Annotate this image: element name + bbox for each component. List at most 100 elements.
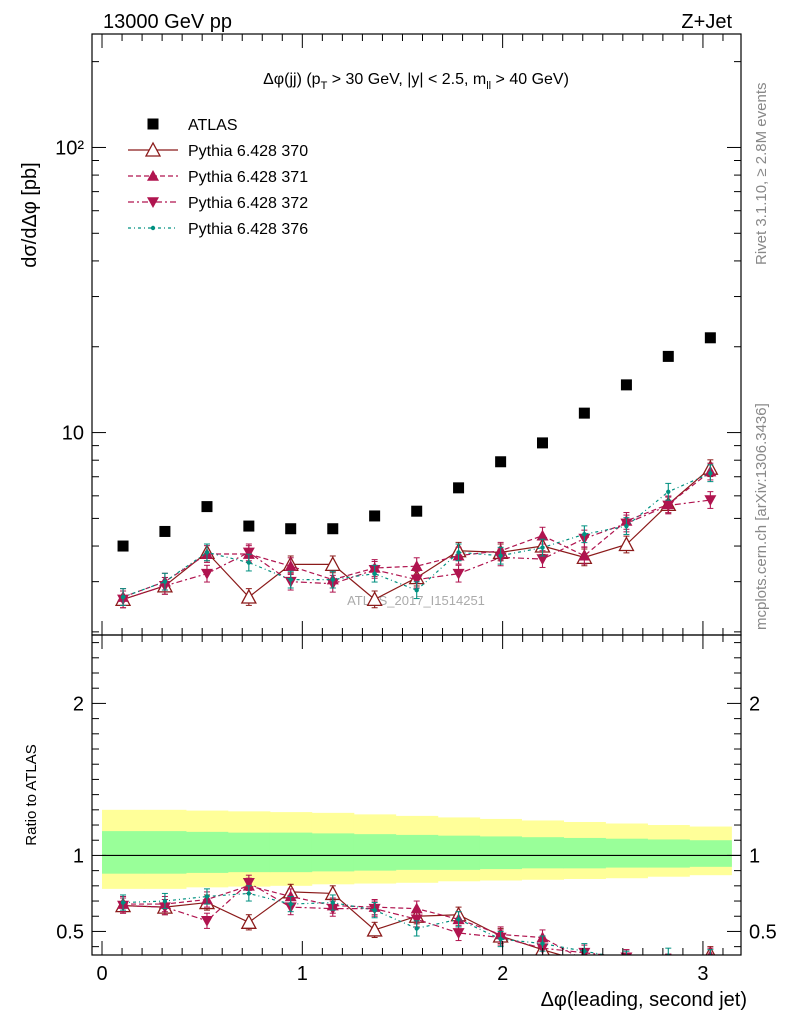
main-title: Δφ(jj) (pT > 30 GeV, |y| < 2.5, mll > 40… xyxy=(263,71,569,92)
data-point xyxy=(540,545,545,550)
data-point xyxy=(666,489,671,494)
series-0 xyxy=(117,332,716,552)
band-inner xyxy=(563,837,606,869)
band-inner xyxy=(479,836,522,870)
ratio-point xyxy=(242,877,255,889)
band-inner xyxy=(143,831,187,874)
legend-marker xyxy=(147,197,159,208)
y-axis-label: dσ/dΔφ [pb] xyxy=(19,162,41,267)
data-point xyxy=(284,560,297,571)
data-point xyxy=(452,568,465,580)
ratio-point xyxy=(619,959,633,972)
data-point xyxy=(582,532,587,537)
main-panel: Δφ(jj) (pT > 30 GeV, |y| < 2.5, mll > 40… xyxy=(19,33,742,636)
ratio-y-tick-label: 0.5 xyxy=(56,921,84,943)
data-point xyxy=(324,555,341,572)
band-inner xyxy=(437,835,481,870)
data-point xyxy=(456,550,461,555)
main-y-ticks: 10 10² xyxy=(55,61,741,633)
ratio-point xyxy=(120,900,126,905)
ratio-point xyxy=(410,902,423,914)
data-point xyxy=(246,560,252,565)
data-point xyxy=(620,379,632,391)
ratio-point xyxy=(452,928,465,939)
data-point xyxy=(411,505,423,517)
ratio-y-tick-label: 1 xyxy=(749,845,760,867)
x-tick-label: 3 xyxy=(697,963,708,985)
ratio-point xyxy=(414,926,419,931)
data-point xyxy=(536,437,548,449)
ratio-point xyxy=(540,941,545,946)
data-point xyxy=(285,523,297,535)
ratio-point xyxy=(366,921,383,937)
data-point xyxy=(662,500,675,512)
ratio-point xyxy=(240,913,257,929)
series-line xyxy=(122,472,711,598)
ratio-point xyxy=(330,900,335,905)
data-point xyxy=(243,520,255,532)
ratio-point xyxy=(456,917,461,922)
data-point xyxy=(536,554,549,566)
ratio-ticks: 0 1 2 3 0.5 0.5 1 1 2 2 xyxy=(56,635,777,985)
legend: ATLAS Pythia 6.428 370 Pythia 6.428 371 Pyt… xyxy=(128,117,308,238)
data-point xyxy=(536,529,549,541)
x-tick-label: 2 xyxy=(497,963,508,985)
rivet-label: Rivet 3.1.10, ≥ 2.8M events xyxy=(753,83,770,266)
band-inner xyxy=(353,834,397,871)
data-point xyxy=(410,560,423,571)
ratio-y-label: Ratio to ATLAS xyxy=(23,744,40,845)
data-point xyxy=(578,407,590,419)
data-point xyxy=(240,588,257,604)
data-point xyxy=(578,549,591,561)
band-inner xyxy=(227,832,271,873)
ratio-panel: 0 1 2 3 0.5 0.5 1 1 2 2 Ratio to ATLAS Δφ(leading… xyxy=(23,634,777,1011)
ratio-point xyxy=(200,915,213,927)
ratio-point xyxy=(372,907,377,913)
band-inner xyxy=(269,832,313,873)
ratio-point xyxy=(498,936,503,942)
data-point xyxy=(414,588,419,593)
legend-label: Pythia 6.428 371 xyxy=(188,169,308,186)
main-x-ticks xyxy=(101,34,724,635)
y-tick-label: 10 xyxy=(62,423,84,445)
series-line xyxy=(122,499,711,600)
band-inner xyxy=(185,831,229,873)
series-4 xyxy=(120,464,714,606)
band-inner xyxy=(647,839,690,868)
ratio-point xyxy=(666,953,671,955)
data-point xyxy=(204,550,210,555)
data-point xyxy=(498,553,503,558)
x-tick-label: 1 xyxy=(297,963,308,985)
data-point xyxy=(288,577,293,582)
data-point xyxy=(410,574,423,586)
data-point xyxy=(242,547,255,559)
data-point xyxy=(704,332,716,344)
ratio-point xyxy=(667,953,670,955)
data-point xyxy=(624,523,629,529)
data-point xyxy=(372,571,377,576)
ratio-point xyxy=(162,898,168,904)
data-point xyxy=(117,540,129,552)
data-point xyxy=(708,471,713,476)
header-right: Z+Jet xyxy=(681,11,732,33)
legend-label: ATLAS xyxy=(188,117,238,134)
data-point xyxy=(495,456,507,468)
legend-label: Pythia 6.428 372 xyxy=(188,195,308,212)
data-point xyxy=(704,495,717,507)
ratio-series-3 xyxy=(120,885,714,961)
data-point xyxy=(618,536,635,552)
band-inner xyxy=(102,831,145,874)
legend-marker xyxy=(147,118,159,130)
legend-marker xyxy=(147,170,159,181)
band-inner xyxy=(311,833,355,872)
ratio-point xyxy=(288,901,293,907)
legend-label: Pythia 6.428 370 xyxy=(188,143,308,160)
band-inner xyxy=(395,834,439,870)
ratio-point xyxy=(410,914,423,926)
ratio-point xyxy=(662,957,674,968)
band-inner xyxy=(689,840,732,867)
data-point xyxy=(162,579,168,584)
main-data xyxy=(114,332,719,609)
ratio-point xyxy=(662,956,674,967)
ratio-point xyxy=(624,957,628,961)
